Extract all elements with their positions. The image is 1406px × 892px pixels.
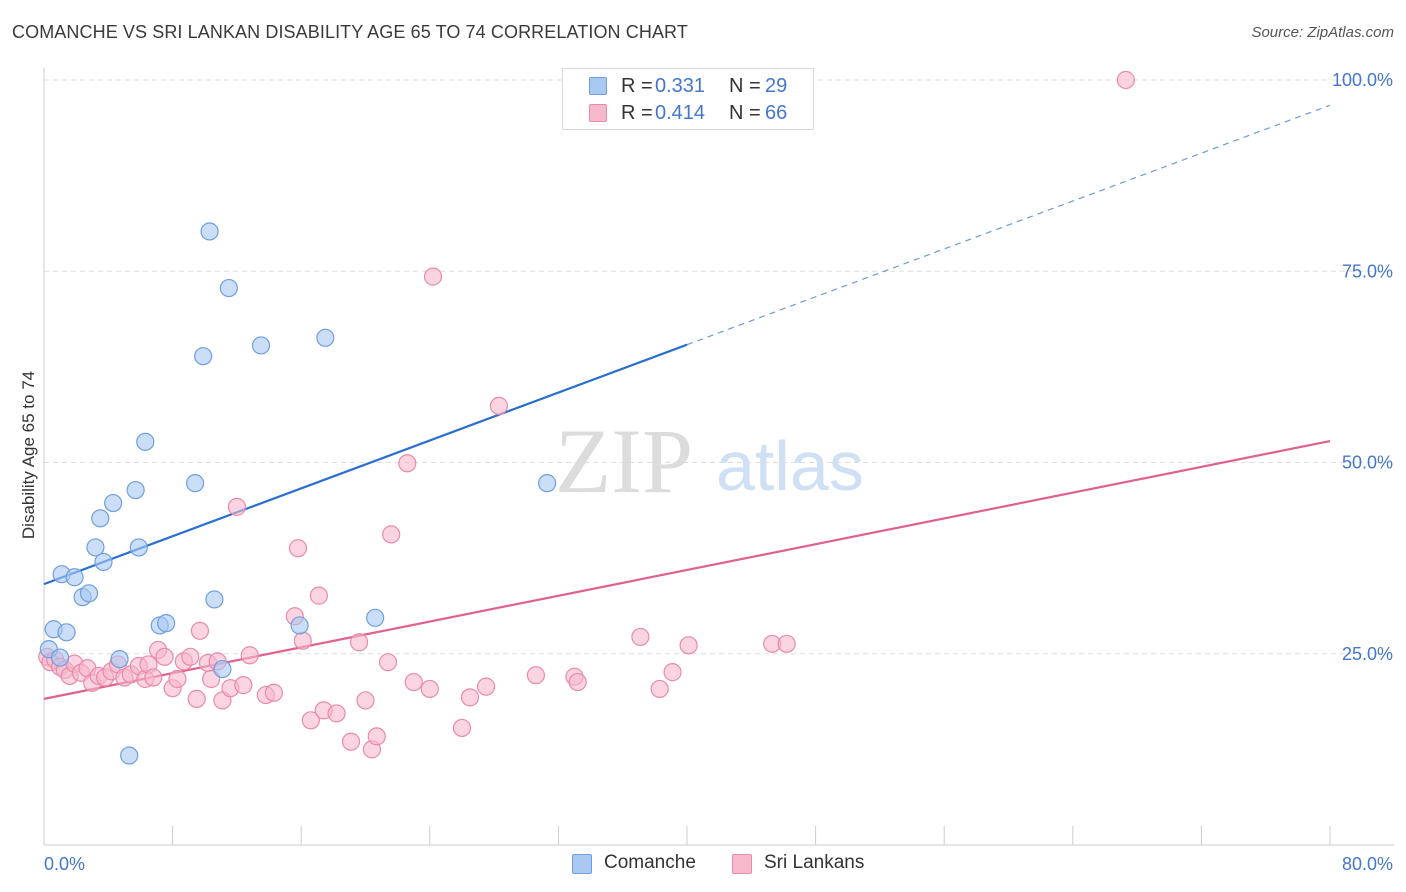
source-label: Source: ZipAtlas.com bbox=[1251, 24, 1394, 41]
x-tick-labels: 0.0% 80.0% bbox=[44, 854, 1393, 874]
legend-swatch-comanche bbox=[572, 854, 592, 874]
series-legend: Comanche Sri Lankans bbox=[0, 852, 1406, 876]
gridlines bbox=[44, 79, 1394, 655]
legend-swatch-comanche bbox=[589, 77, 607, 95]
srilankan-point bbox=[404, 672, 423, 692]
srilankan-point bbox=[181, 647, 200, 666]
comanche-point bbox=[157, 614, 176, 633]
comanche-point bbox=[290, 616, 309, 635]
comanche-point bbox=[110, 650, 129, 669]
srilankan-point bbox=[349, 633, 369, 652]
legend-n-value: 66 bbox=[765, 102, 788, 124]
comanche-point bbox=[65, 568, 84, 587]
srilankan-point bbox=[476, 677, 496, 696]
srilankan-point bbox=[452, 718, 472, 738]
legend-n-value: 29 bbox=[765, 75, 788, 97]
data-points bbox=[38, 70, 1135, 765]
srilankan-point bbox=[378, 653, 398, 672]
srilankan-point bbox=[631, 627, 650, 647]
comanche-point bbox=[57, 623, 76, 642]
correlation-legend: R = 0.331 N = 29 R = 0.414 N = 66 bbox=[562, 68, 814, 130]
legend-swatch-srilankans bbox=[732, 854, 752, 874]
watermark-atlas: atlas bbox=[716, 427, 864, 505]
srilankan-point bbox=[341, 732, 361, 751]
srilankan-point bbox=[526, 666, 545, 685]
chart-title: COMANCHE VS SRI LANKAN DISABILITY AGE 65… bbox=[12, 22, 688, 42]
srilankan-point bbox=[327, 704, 346, 723]
trend-line-comanche bbox=[43, 343, 688, 586]
y-tick-label: 50.0% bbox=[1342, 453, 1393, 473]
srilankan-point bbox=[568, 672, 587, 692]
comanche-point bbox=[129, 538, 148, 557]
comanche-point bbox=[120, 746, 139, 765]
comanche-point bbox=[79, 584, 99, 603]
legend-label-srilankans: Sri Lankans bbox=[764, 852, 865, 873]
srilankan-point bbox=[190, 621, 210, 640]
comanche-point bbox=[366, 608, 385, 627]
x-tick-label: 80.0% bbox=[1342, 854, 1393, 874]
srilankan-point bbox=[187, 689, 206, 708]
srilankan-point bbox=[234, 676, 253, 695]
x-tick-label: 0.0% bbox=[44, 854, 85, 874]
legend-swatch-srilankans bbox=[589, 104, 607, 122]
srilankan-point bbox=[356, 691, 375, 710]
srilankan-point bbox=[240, 646, 259, 665]
legend-n-label: N = bbox=[729, 75, 761, 97]
comanche-point bbox=[86, 538, 105, 557]
srilankan-point bbox=[264, 683, 283, 702]
srilankan-point bbox=[309, 586, 328, 605]
srilankan-point bbox=[293, 631, 312, 650]
comanche-point bbox=[538, 474, 557, 493]
trend-line-comanche-extension bbox=[686, 104, 1331, 346]
comanche-point bbox=[94, 552, 113, 572]
trend-lines bbox=[43, 104, 1331, 700]
srilankan-point bbox=[663, 663, 682, 682]
srilankan-point bbox=[398, 454, 417, 473]
axes bbox=[43, 68, 1394, 846]
y-tick-label: 100.0% bbox=[1332, 70, 1393, 90]
srilankan-point bbox=[650, 679, 669, 699]
comanche-point bbox=[194, 347, 213, 366]
srilankan-point bbox=[288, 539, 308, 558]
srilankan-point bbox=[367, 727, 386, 746]
legend-r-label: R = bbox=[621, 102, 653, 124]
legend-n-label: N = bbox=[729, 102, 761, 124]
legend-r-value: 0.331 bbox=[655, 75, 706, 97]
comanche-point bbox=[136, 432, 155, 451]
srilankan-point bbox=[489, 396, 509, 415]
comanche-point bbox=[50, 648, 70, 667]
srilankan-point bbox=[227, 497, 246, 516]
legend-label-comanche: Comanche bbox=[604, 852, 696, 873]
comanche-point bbox=[213, 659, 232, 679]
y-tick-label: 25.0% bbox=[1342, 644, 1393, 664]
legend-r-value: 0.414 bbox=[655, 102, 706, 124]
comanche-point bbox=[126, 480, 145, 500]
legend-r-label: R = bbox=[621, 75, 653, 97]
y-tick-label: 75.0% bbox=[1342, 261, 1393, 281]
srilankan-point bbox=[420, 679, 439, 699]
srilankan-point bbox=[460, 688, 480, 707]
comanche-point bbox=[91, 509, 110, 528]
srilankan-point bbox=[423, 267, 443, 286]
comanche-point bbox=[219, 278, 238, 298]
comanche-point bbox=[205, 590, 224, 609]
comanche-point bbox=[316, 328, 335, 347]
srilankan-point bbox=[301, 711, 320, 730]
srilankan-point bbox=[679, 636, 698, 655]
srilankan-point bbox=[155, 647, 174, 666]
y-tick-labels: 25.0% 50.0% 75.0% 100.0% bbox=[1332, 70, 1393, 664]
srilankan-point bbox=[777, 634, 796, 653]
srilankan-point bbox=[1116, 70, 1135, 90]
comanche-point bbox=[104, 493, 123, 513]
comanche-point bbox=[251, 336, 271, 355]
srilankan-point bbox=[144, 668, 163, 687]
srilankan-point bbox=[168, 669, 187, 689]
watermark-zip: ZIP bbox=[555, 410, 693, 512]
comanche-point bbox=[200, 222, 219, 241]
srilankan-point bbox=[382, 525, 401, 544]
comanche-point bbox=[186, 474, 205, 493]
y-axis-label: Disability Age 65 to 74 bbox=[19, 371, 38, 539]
